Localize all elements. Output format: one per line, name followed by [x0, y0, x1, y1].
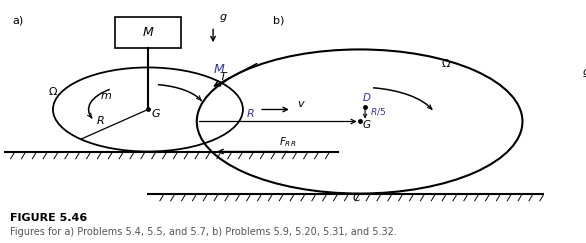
Text: $g$: $g$: [219, 12, 227, 24]
Text: $G$: $G$: [151, 107, 161, 119]
Text: FIGURE 5.46: FIGURE 5.46: [9, 213, 87, 223]
Text: $T$: $T$: [219, 70, 229, 82]
Text: $R$: $R$: [246, 107, 254, 119]
Text: $M$: $M$: [142, 26, 154, 39]
Text: $R/5$: $R/5$: [370, 106, 387, 117]
Text: $v$: $v$: [297, 99, 306, 109]
Text: $R$: $R$: [96, 114, 104, 126]
Text: $G$: $G$: [362, 118, 372, 130]
Text: $F_{RR}$: $F_{RR}$: [279, 136, 297, 149]
Text: $g$: $g$: [582, 68, 586, 79]
Text: $\Omega$: $\Omega$: [441, 57, 451, 69]
Text: $\Omega$: $\Omega$: [48, 85, 58, 97]
Bar: [115, 17, 180, 48]
Text: $m$: $m$: [100, 91, 113, 101]
Text: b): b): [273, 16, 284, 26]
Text: $D$: $D$: [362, 91, 372, 103]
Text: a): a): [12, 16, 23, 26]
Text: Figures for a) Problems 5.4, 5.5, and 5.7, b) Problems 5.9, 5.20, 5.31, and 5.32: Figures for a) Problems 5.4, 5.5, and 5.…: [9, 227, 396, 237]
Text: $M$: $M$: [213, 63, 226, 76]
Text: $C$: $C$: [352, 191, 362, 203]
